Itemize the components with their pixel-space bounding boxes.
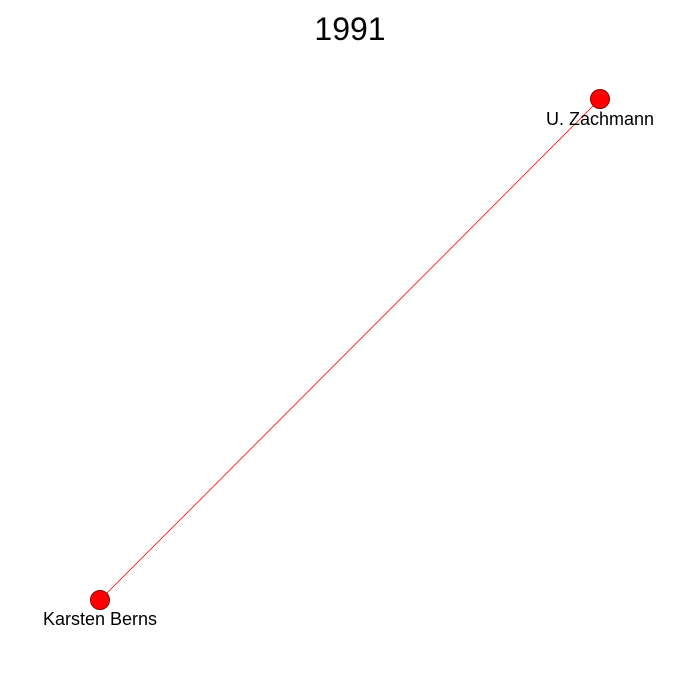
node-label: Karsten Berns <box>43 609 157 629</box>
node-berns: Karsten Berns <box>43 590 157 629</box>
graph-title: 1991 <box>314 11 385 47</box>
node-zachmann: U. Zachmann <box>546 89 654 129</box>
node-layer: U. Zachmann Karsten Berns <box>43 89 654 629</box>
node-marker <box>590 89 610 109</box>
node-label: U. Zachmann <box>546 109 654 129</box>
node-marker <box>90 590 110 610</box>
edge-layer <box>99 98 601 601</box>
edge-berns-zachmann <box>99 98 601 601</box>
